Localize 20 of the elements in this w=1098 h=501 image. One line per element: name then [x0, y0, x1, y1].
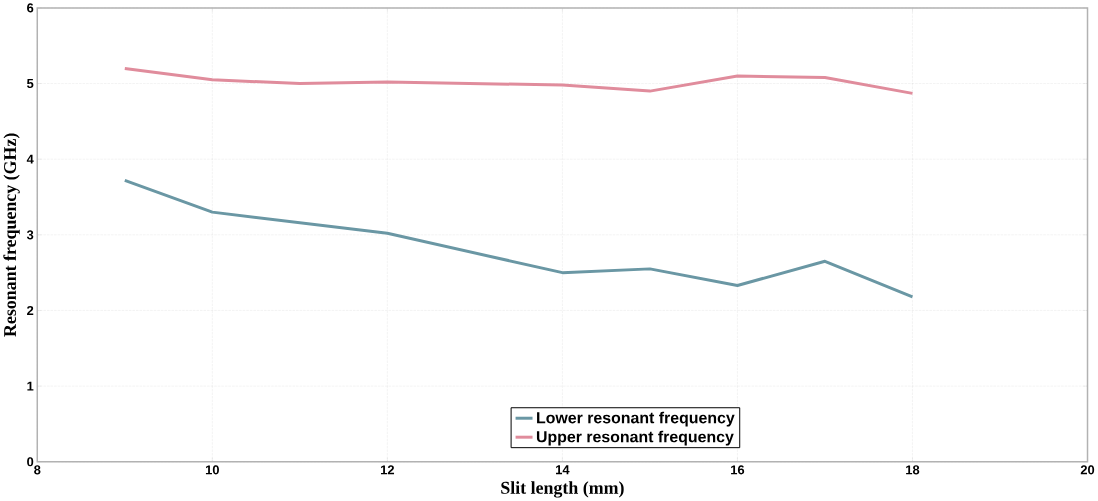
y-axis-title: Resonant frequency (GHz): [3, 133, 20, 337]
x-tick-label: 12: [380, 465, 395, 475]
legend-label: Upper resonant frequency: [536, 430, 734, 446]
x-tick-label: 8: [34, 465, 41, 475]
x-tick-label: 16: [731, 465, 745, 475]
line-series: [123, 178, 914, 299]
y-tick-label: 4: [26, 154, 34, 164]
x-tick-label: 20: [1080, 465, 1095, 475]
x-tick-label: 18: [906, 465, 920, 475]
y-tick-label: 5: [26, 79, 34, 89]
x-axis-title: Slit length (mm): [501, 481, 624, 498]
y-tick-label: 0: [27, 457, 34, 467]
y-tick-label: 6: [27, 3, 34, 13]
y-tick-label: 3: [26, 230, 34, 240]
x-tick-label: 14: [556, 465, 570, 475]
x-tick-label: 10: [205, 465, 219, 475]
y-tick-label: 2: [27, 306, 34, 316]
y-tick-label: 1: [27, 381, 34, 391]
line-series: [123, 66, 914, 95]
legend-label: Lower resonant frequency: [537, 411, 735, 427]
